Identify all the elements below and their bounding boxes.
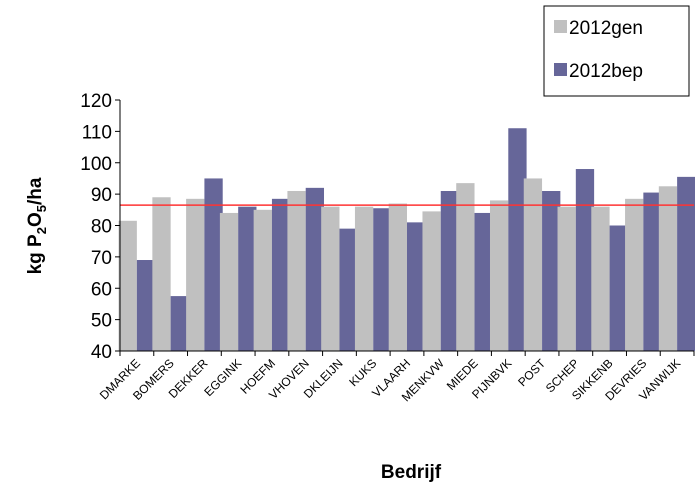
plot-area: 405060708090100110120DMARKEBOMERSDEKKERE… — [80, 91, 695, 404]
bar-2012gen-schep — [557, 206, 576, 351]
bar-2012bep-hoefm — [271, 198, 291, 351]
bar-2012bep-vlaarh — [407, 222, 426, 351]
bar-2012gen-devries — [625, 198, 644, 351]
y-tick-label-40: 40 — [91, 342, 112, 363]
bar-2012bep-dmarke — [136, 260, 156, 351]
x-tick-label-eggink: EGGINK — [201, 356, 244, 399]
bar-2012bep-vanwijk — [677, 176, 695, 351]
bar-2012gen-dmarke — [118, 220, 137, 351]
bar-2012gen-vhoven — [287, 190, 306, 351]
legend-swatch-2012gen — [554, 20, 567, 33]
y-axis-title: kg P2O5/ha — [25, 177, 49, 274]
bar-2012bep-vhoven — [305, 187, 325, 351]
bar-2012gen-eggink — [219, 212, 239, 351]
legend-swatch-2012bep — [554, 63, 567, 76]
bar-2012gen-post — [523, 178, 543, 351]
bar-2012bep-miede — [474, 212, 493, 351]
y-tick-label-110: 110 — [82, 122, 112, 143]
y-tick-label-100: 100 — [80, 154, 112, 175]
y-tick-label-50: 50 — [91, 311, 112, 332]
bar-2012gen-sikkenb — [591, 206, 610, 351]
bar-2012bep-bomers — [170, 296, 189, 351]
legend: 2012gen 2012bep — [543, 5, 690, 97]
y-tick-label-70: 70 — [91, 248, 112, 269]
bar-2012gen-vlaarh — [388, 203, 407, 351]
y-tick-label-120: 120 — [80, 91, 112, 112]
legend-label-2012gen: 2012gen — [569, 18, 643, 39]
bar-2012gen-hoefm — [253, 209, 272, 351]
bar-2012gen-vanwijk — [658, 186, 678, 351]
bar-2012bep-menkvw — [440, 190, 460, 351]
bar-2012gen-menkvw — [422, 211, 441, 351]
bar-2012gen-bomers — [152, 197, 171, 351]
bar-2012bep-dkleijn — [339, 228, 358, 351]
legend-label-2012bep: 2012bep — [569, 61, 643, 82]
y-tick-label-60: 60 — [91, 279, 112, 300]
bar-2012gen-kuks — [354, 206, 374, 351]
bar-2012bep-devries — [643, 192, 662, 351]
legend-box — [543, 5, 690, 97]
bar-2012bep-eggink — [238, 206, 257, 351]
bar-2012gen-pijnbvk — [489, 200, 509, 351]
bar-2012bep-schep — [575, 169, 595, 351]
x-axis-title: Bedrijf — [381, 462, 442, 483]
bar-2012gen-dekker — [186, 198, 205, 351]
bar-2012gen-miede — [456, 183, 475, 351]
bar-2012bep-post — [542, 190, 561, 351]
bar-2012bep-dekker — [204, 178, 223, 351]
y-tick-label-80: 80 — [91, 217, 112, 238]
bar-2012bep-kuks — [373, 208, 392, 351]
bar-2012bep-pijnbvk — [508, 128, 527, 351]
bar-2012bep-sikkenb — [609, 225, 628, 351]
bar-2012gen-dkleijn — [321, 206, 340, 351]
y-tick-label-90: 90 — [91, 185, 112, 206]
